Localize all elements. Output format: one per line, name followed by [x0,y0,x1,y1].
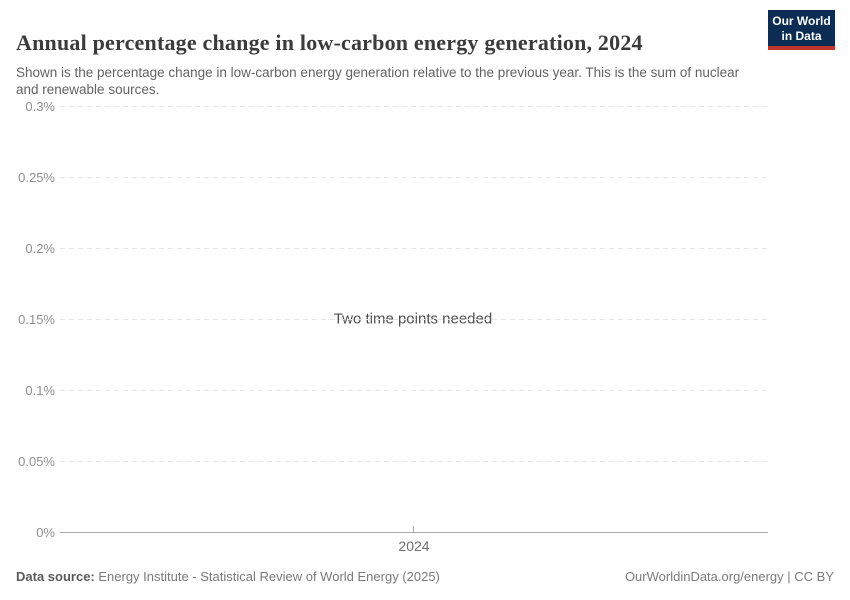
gridline [60,248,768,249]
x-axis-tick [413,526,414,532]
owid-logo-line1: Our World [772,14,831,28]
data-source-note: Data source: Energy Institute - Statisti… [16,569,440,584]
y-axis-tick-label: 0.1% [25,383,55,398]
chart-title: Annual percentage change in low-carbon e… [16,29,643,55]
gridline [60,461,768,462]
y-axis-tick-label: 0.15% [18,312,55,327]
y-axis-tick-label: 0% [36,525,55,540]
y-axis-tick-label: 0.05% [18,454,55,469]
owid-logo-line2: in Data [781,28,822,43]
x-axis-tick-label: 2024 [398,538,430,554]
data-source-text: Energy Institute - Statistical Review of… [94,569,440,584]
data-source-label: Data source: [16,569,95,584]
gridline [60,177,768,178]
y-axis-tick-label: 0.3% [25,99,55,114]
credit-link[interactable]: OurWorldinData.org/energy | CC BY [624,569,834,584]
owid-logo: Our World in Data [768,10,835,51]
gridline [60,390,768,391]
gridline [60,319,768,320]
y-axis-tick-label: 0.25% [18,170,55,185]
chart-subtitle: Shown is the percentage change in low-ca… [16,64,740,98]
gridline [60,106,768,107]
x-axis-line [60,532,768,533]
y-axis-tick-label: 0.2% [25,241,55,256]
